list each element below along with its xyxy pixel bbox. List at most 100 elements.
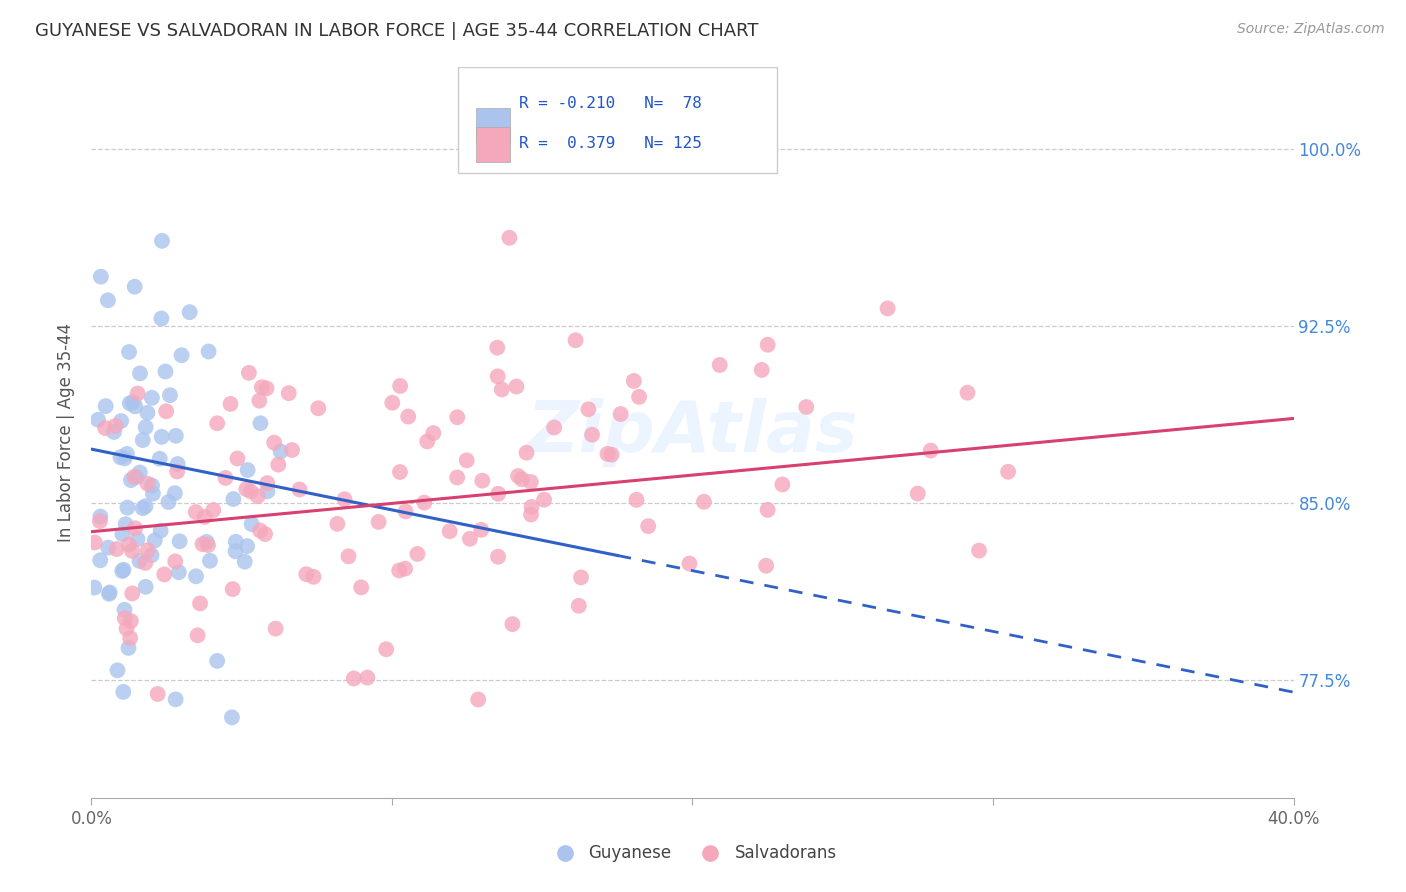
Point xyxy=(794,400,817,414)
Point xyxy=(576,402,599,417)
Point xyxy=(141,391,163,405)
Point xyxy=(83,581,105,595)
Point xyxy=(195,535,218,549)
Point xyxy=(143,533,166,548)
Point xyxy=(569,570,592,584)
Point xyxy=(609,407,631,421)
Point xyxy=(543,420,565,434)
Point xyxy=(205,417,228,431)
Point xyxy=(197,344,219,359)
Point xyxy=(596,126,619,140)
Point xyxy=(491,383,513,397)
Point xyxy=(221,582,243,596)
Point xyxy=(623,374,645,388)
Point xyxy=(422,426,444,441)
Point xyxy=(222,491,245,506)
Point xyxy=(136,476,159,491)
Point xyxy=(150,311,173,326)
Point xyxy=(263,435,285,450)
Point xyxy=(188,596,211,610)
Point xyxy=(239,484,262,499)
Point xyxy=(626,492,648,507)
Point xyxy=(381,396,404,410)
Point xyxy=(520,475,543,489)
Point xyxy=(467,692,489,706)
Point xyxy=(501,617,523,632)
Point xyxy=(236,539,259,553)
Point xyxy=(98,587,121,601)
Point xyxy=(920,443,942,458)
Point xyxy=(135,580,157,594)
Point xyxy=(104,418,127,433)
Point xyxy=(167,566,190,580)
Point xyxy=(120,631,142,645)
Point xyxy=(187,628,209,642)
Point xyxy=(219,397,242,411)
Point xyxy=(471,474,494,488)
Point xyxy=(520,500,543,514)
Point xyxy=(564,333,586,347)
Point xyxy=(326,516,349,531)
Point xyxy=(581,427,603,442)
Point xyxy=(114,603,136,617)
Point xyxy=(498,231,520,245)
Point xyxy=(87,413,110,427)
Point xyxy=(132,501,155,516)
Point xyxy=(406,547,429,561)
Point xyxy=(249,416,271,430)
Text: Salvadorans: Salvadorans xyxy=(734,844,837,863)
Point xyxy=(150,430,173,444)
Point xyxy=(159,388,181,402)
Point xyxy=(456,453,478,467)
Point xyxy=(89,509,111,524)
Point xyxy=(165,692,187,706)
Text: R =  0.379   N= 125: R = 0.379 N= 125 xyxy=(519,136,702,152)
Point xyxy=(112,685,135,699)
Point xyxy=(600,448,623,462)
Point xyxy=(233,555,256,569)
Point xyxy=(127,386,149,401)
Point xyxy=(94,399,117,413)
Point xyxy=(302,570,325,584)
Point xyxy=(240,517,263,532)
Point xyxy=(98,585,121,599)
Bar xyxy=(477,108,510,143)
Point xyxy=(111,527,134,541)
Point xyxy=(515,445,537,459)
Point xyxy=(191,537,214,551)
Bar xyxy=(477,127,510,162)
Point xyxy=(709,358,731,372)
Point xyxy=(343,672,366,686)
Point xyxy=(83,535,105,549)
Point xyxy=(128,554,150,568)
Point xyxy=(165,429,187,443)
Point xyxy=(107,663,129,677)
Point xyxy=(238,366,260,380)
Point xyxy=(637,519,659,533)
Point xyxy=(628,390,651,404)
Point xyxy=(205,654,228,668)
Point xyxy=(135,420,157,434)
Point xyxy=(394,504,416,518)
Point xyxy=(288,483,311,497)
Text: Guyanese: Guyanese xyxy=(588,844,671,863)
Point xyxy=(256,381,278,395)
Point xyxy=(250,380,273,394)
Point xyxy=(446,410,468,425)
Point xyxy=(149,451,172,466)
Point xyxy=(120,614,142,628)
Point xyxy=(194,509,217,524)
Point xyxy=(202,503,225,517)
Point xyxy=(907,486,929,500)
Point xyxy=(125,470,148,484)
Point xyxy=(510,472,533,486)
Point xyxy=(396,409,419,424)
Point xyxy=(256,484,278,499)
Point xyxy=(388,564,411,578)
Point xyxy=(110,450,132,465)
Point xyxy=(90,269,112,284)
Point xyxy=(165,554,187,568)
Point xyxy=(967,543,990,558)
Point xyxy=(114,517,136,532)
Point xyxy=(166,457,188,471)
